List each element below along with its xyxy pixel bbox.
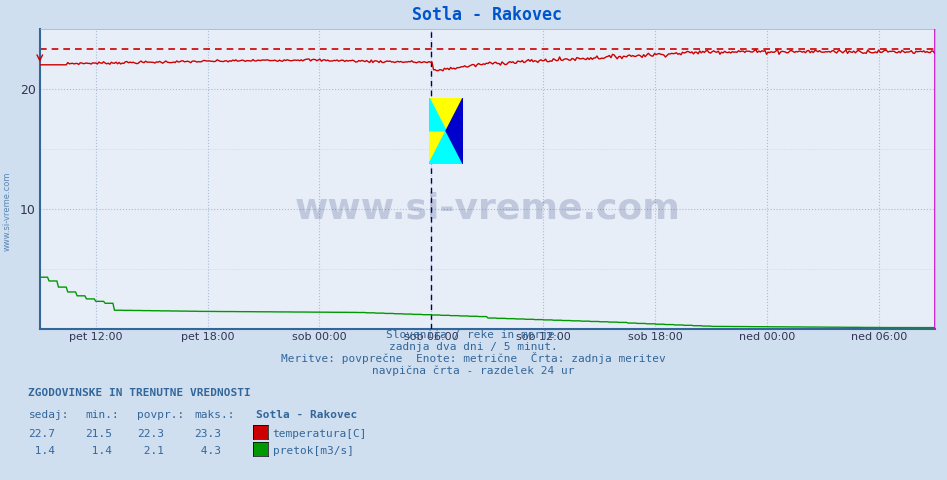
Polygon shape: [446, 98, 463, 164]
Text: sedaj:: sedaj:: [28, 409, 69, 420]
Text: zadnja dva dni / 5 minut.: zadnja dva dni / 5 minut.: [389, 342, 558, 352]
Text: Meritve: povprečne  Enote: metrične  Črta: zadnja meritev: Meritve: povprečne Enote: metrične Črta:…: [281, 352, 666, 364]
Text: pretok[m3/s]: pretok[m3/s]: [273, 445, 354, 456]
Text: 21.5: 21.5: [85, 429, 113, 439]
Text: Sotla - Rakovec: Sotla - Rakovec: [256, 409, 357, 420]
Text: temperatura[C]: temperatura[C]: [273, 429, 367, 439]
Text: min.:: min.:: [85, 409, 119, 420]
Text: 2.1: 2.1: [137, 445, 165, 456]
Polygon shape: [429, 131, 463, 164]
Title: Sotla - Rakovec: Sotla - Rakovec: [412, 6, 563, 24]
Text: Slovenija / reke in morje.: Slovenija / reke in morje.: [385, 330, 562, 340]
Text: maks.:: maks.:: [194, 409, 235, 420]
Text: navpična črta - razdelek 24 ur: navpična črta - razdelek 24 ur: [372, 366, 575, 376]
Text: ZGODOVINSKE IN TRENUTNE VREDNOSTI: ZGODOVINSKE IN TRENUTNE VREDNOSTI: [28, 388, 251, 398]
Text: 4.3: 4.3: [194, 445, 222, 456]
Text: 23.3: 23.3: [194, 429, 222, 439]
Text: povpr.:: povpr.:: [137, 409, 185, 420]
Text: www.si-vreme.com: www.si-vreme.com: [3, 171, 12, 251]
Text: 1.4: 1.4: [28, 445, 56, 456]
Polygon shape: [429, 98, 446, 131]
Text: 1.4: 1.4: [85, 445, 113, 456]
Text: www.si-vreme.com: www.si-vreme.com: [295, 192, 680, 226]
Text: 22.3: 22.3: [137, 429, 165, 439]
Text: 22.7: 22.7: [28, 429, 56, 439]
